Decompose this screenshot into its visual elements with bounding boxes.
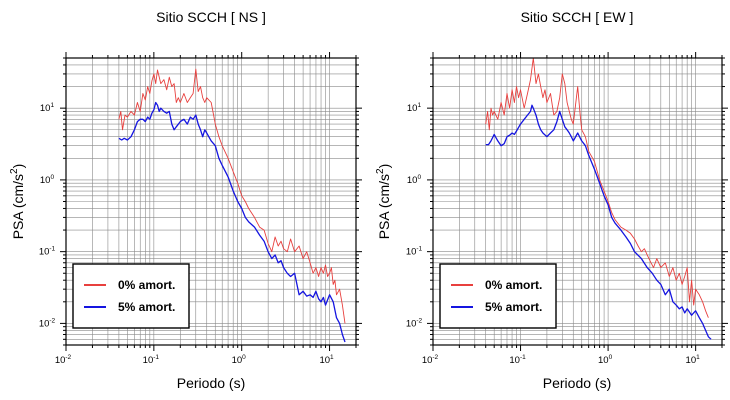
- legend-label: 0% amort.: [485, 278, 542, 292]
- y-tick-label: 100: [40, 174, 55, 186]
- legend-box: [439, 263, 557, 329]
- x-tick-label: 100: [232, 354, 247, 366]
- x-tick-label: 10-2: [55, 354, 72, 366]
- legend-label: 5% amort.: [118, 300, 175, 314]
- x-axis-label: Periodo (s): [177, 375, 245, 391]
- y-axis-label: PSA (cm/s2): [9, 164, 26, 240]
- chart-title: Sitio SCCH [ NS ]: [156, 9, 266, 25]
- series-line-5pct: [485, 104, 712, 340]
- series-line-5pct: [118, 101, 346, 343]
- chart-panel-ew: 10-2 10-1 100 101 10-2 10-1 100 101 Sitio SCCH […: [375, 9, 728, 391]
- legend: 0% amort. 5% amort.: [439, 263, 557, 329]
- x-tick-label: 100: [598, 354, 613, 366]
- x-axis-label: Periodo (s): [543, 375, 611, 391]
- legend-label: 5% amort.: [485, 300, 542, 314]
- y-tick-label: 10-1: [406, 246, 423, 258]
- series-line-0pct: [118, 68, 346, 324]
- x-tick-label: 101: [686, 354, 701, 366]
- axis-ticks: [427, 52, 728, 351]
- legend: 0% amort. 5% amort.: [72, 263, 190, 329]
- y-axis-label: PSA (cm/s2): [375, 164, 392, 240]
- series-line-0pct: [485, 57, 709, 318]
- axis-ticks: [60, 52, 362, 351]
- legend-box: [72, 263, 190, 329]
- y-tick-label: 101: [407, 102, 422, 114]
- x-tick-label: 10-1: [509, 354, 526, 366]
- y-tick-label: 101: [40, 102, 55, 114]
- x-tick-label: 10-1: [143, 354, 160, 366]
- y-tick-label: 10-1: [39, 246, 56, 258]
- y-tick-label: 100: [407, 174, 422, 186]
- chart-title: Sitio SCCH [ EW ]: [521, 9, 634, 25]
- x-tick-label: 10-2: [422, 354, 439, 366]
- x-tick-label: 101: [319, 354, 334, 366]
- y-tick-label: 10-2: [406, 317, 423, 329]
- y-tick-label: 10-2: [39, 317, 56, 329]
- chart-panel-ns: 10-2 10-1 100 101 10-2 10-1 100 101 Sitio SCCH […: [9, 9, 362, 391]
- legend-label: 0% amort.: [118, 278, 175, 292]
